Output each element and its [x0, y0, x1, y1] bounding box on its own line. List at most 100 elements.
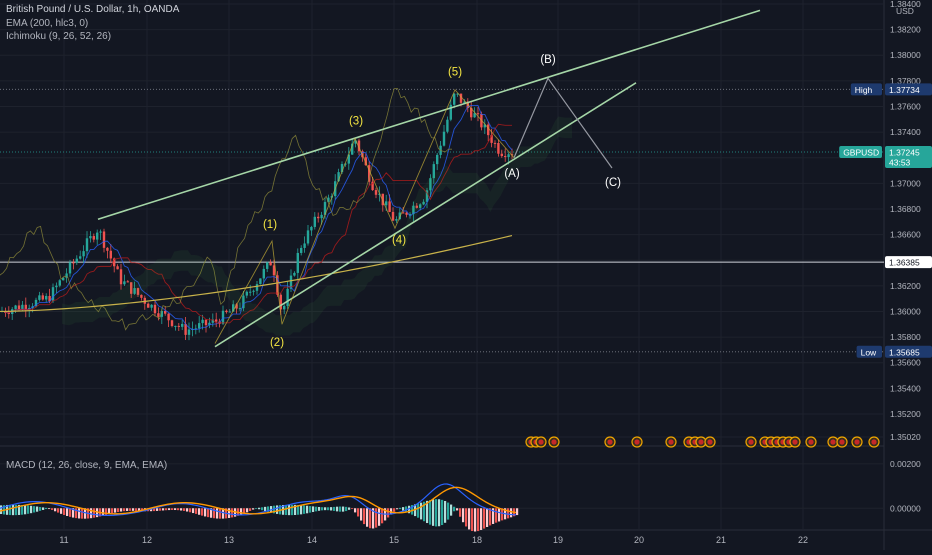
candle-body: [398, 212, 401, 220]
high-label-text: High: [855, 85, 873, 95]
candle-body: [58, 280, 61, 286]
macd-histogram-bar: [486, 508, 489, 528]
macd-histogram-bar: [369, 508, 372, 529]
candle-body: [45, 295, 48, 300]
candle-body: [429, 178, 432, 191]
macd-histogram-bar: [30, 505, 33, 514]
candle-body: [487, 124, 490, 136]
macd-histogram-bar: [135, 508, 138, 511]
candle-body: [368, 165, 371, 182]
macd-histogram-bar: [366, 508, 369, 527]
macd-histogram-bar: [447, 502, 450, 520]
current-price-tag: [885, 145, 932, 168]
candle-body: [357, 140, 361, 152]
macd-histogram-bar: [300, 505, 303, 515]
candle-body: [92, 236, 95, 240]
price-axis-tick: 1.37600: [890, 101, 921, 111]
symbol-label-text: GBPUSD: [843, 147, 879, 157]
economic-event-icon-dot: [839, 439, 845, 445]
macd-histogram-bar: [288, 504, 291, 516]
candle-body: [300, 247, 303, 253]
horizontal-line-tag-text: 1.36385: [889, 258, 920, 268]
candle-body: [371, 181, 374, 191]
macd-histogram-bar: [312, 506, 315, 512]
candle-body: [194, 328, 197, 330]
ichimoku-base-line: [1, 123, 512, 324]
horizontal-line-tag: [885, 256, 932, 269]
macd-histogram-bar: [243, 508, 246, 514]
macd-indicator-label[interactable]: MACD (12, 26, close, 9, EMA, EMA): [6, 460, 168, 471]
candle-body: [201, 319, 204, 324]
macd-histogram-bar: [255, 508, 258, 510]
macd-histogram-bar: [240, 508, 243, 515]
economic-event-icon-dot: [707, 439, 713, 445]
candle-body: [14, 305, 17, 310]
candle-body: [337, 172, 340, 182]
candle-body: [497, 143, 500, 154]
economic-event-icon-dot: [871, 439, 877, 445]
macd-histogram-bar: [402, 507, 405, 511]
economic-event-icon-dot: [748, 439, 754, 445]
ema-200-line: [0, 234, 513, 313]
macd-histogram-bar: [342, 506, 345, 512]
macd-histogram-bar: [501, 508, 504, 521]
macd-histogram-bar: [153, 508, 156, 512]
macd-histogram-bar: [63, 508, 66, 515]
macd-histogram-bar: [267, 506, 270, 512]
macd-histogram-bar: [162, 508, 165, 511]
time-axis-tick: 12: [142, 535, 152, 545]
candle-body: [388, 201, 391, 212]
macd-histogram-bar: [303, 505, 306, 514]
candle-body: [262, 268, 265, 279]
macd-histogram-bar: [372, 508, 375, 529]
candle-body: [381, 193, 384, 206]
low-price-tag-text: 1.35685: [889, 347, 920, 357]
economic-event-icon-dot: [551, 439, 557, 445]
price-axis-tick: 1.36000: [890, 306, 921, 316]
macd-histogram-bar: [435, 499, 438, 527]
macd-histogram-bar: [492, 508, 495, 524]
macd-histogram-bar: [192, 508, 195, 514]
macd-histogram-bar: [354, 508, 357, 513]
macd-histogram-bar: [375, 508, 378, 528]
candle-body: [422, 201, 425, 205]
candle-body: [177, 325, 180, 327]
macd-histogram-bar: [45, 507, 48, 510]
macd-histogram-bar: [159, 508, 162, 511]
ema-indicator-label[interactable]: EMA (200, hlc3, 0): [6, 18, 89, 29]
candle-body: [126, 281, 129, 283]
current-price-tag-text: 1.37245: [889, 147, 920, 157]
candle-body: [442, 131, 446, 146]
candle-body: [160, 310, 163, 317]
candle-body: [313, 216, 316, 227]
candle-body: [136, 288, 140, 295]
macd-histogram-bar: [66, 508, 69, 516]
wave-label: (4): [392, 235, 406, 247]
macd-histogram-bar: [93, 508, 96, 518]
macd-histogram-bar: [306, 505, 309, 514]
candle-body: [187, 329, 191, 335]
macd-histogram-bar: [183, 508, 186, 511]
macd-histogram-bar: [36, 506, 39, 512]
candle-body: [68, 262, 72, 274]
abc-projection-path[interactable]: [513, 77, 613, 169]
macd-histogram-bar: [471, 508, 474, 532]
macd-histogram-bar: [60, 508, 63, 514]
upper-trendline[interactable]: [97, 9, 761, 220]
candle-body: [102, 231, 106, 248]
economic-event-icon-dot: [808, 439, 814, 445]
macd-histogram-bar: [408, 505, 411, 514]
symbol-label: [839, 145, 882, 158]
economic-event-icon-dot: [830, 439, 836, 445]
candle-body: [351, 143, 354, 155]
candle-body: [286, 288, 289, 306]
lower-trendline[interactable]: [214, 82, 637, 348]
macd-histogram-bar: [51, 508, 54, 510]
candle-body: [7, 312, 10, 314]
candle-body: [323, 201, 327, 215]
ichimoku-indicator-label[interactable]: Ichimoku (9, 26, 52, 26): [6, 31, 112, 42]
macd-histogram-bar: [321, 507, 324, 511]
macd-histogram-bar: [195, 508, 198, 514]
